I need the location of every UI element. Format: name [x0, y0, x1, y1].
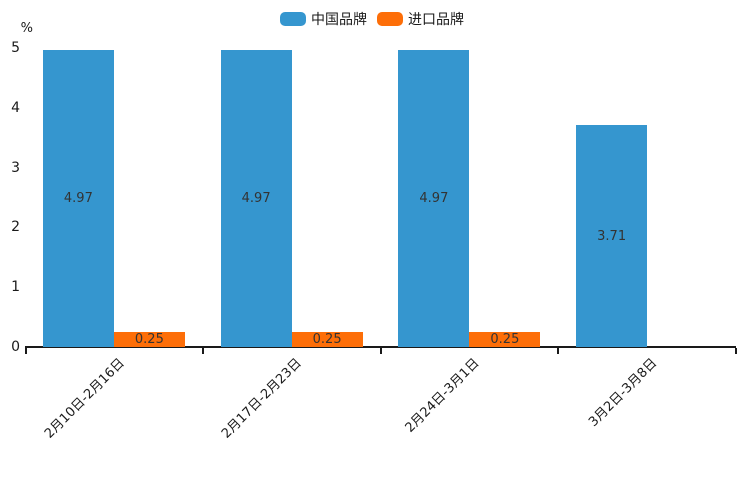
x-axis-category-label: 2月24日-3月1日	[402, 355, 483, 436]
x-axis-category-label: 2月17日-2月23日	[219, 355, 306, 442]
y-axis-tick-label: 1	[11, 279, 20, 296]
x-axis-tick	[201, 348, 204, 354]
bar-import-brand	[469, 332, 541, 347]
y-axis-tick-label: 2	[11, 219, 20, 236]
legend-swatch-icon	[280, 12, 306, 26]
x-axis-tick	[557, 348, 560, 354]
y-axis-tick-label: 3	[11, 159, 20, 176]
y-axis-unit-label: %	[20, 21, 33, 36]
bar-import-brand	[113, 332, 185, 347]
bar-china-brand	[576, 125, 648, 347]
x-axis-tick	[735, 348, 737, 354]
legend-swatch-icon	[377, 12, 403, 26]
legend: 中国品牌 进口品牌	[0, 9, 744, 29]
bar-china-brand	[220, 49, 292, 347]
y-axis-tick-label: 4	[11, 99, 20, 116]
x-axis-category-label: 2月10日-2月16日	[41, 355, 128, 442]
x-axis-category-label: 3月2日-3月8日	[586, 355, 661, 430]
x-axis-tick	[25, 348, 27, 354]
y-axis-tick-label: 5	[11, 40, 20, 56]
legend-label: 进口品牌	[408, 12, 464, 28]
x-axis-line	[25, 346, 736, 348]
y-axis-tick-label: 0	[11, 339, 20, 355]
x-axis-tick	[379, 348, 382, 354]
bar-china-brand	[398, 49, 470, 347]
bar-china-brand	[42, 49, 114, 347]
legend-item-series-1[interactable]: 中国品牌	[280, 9, 367, 29]
legend-label: 中国品牌	[311, 12, 367, 28]
bar-import-brand	[291, 332, 363, 347]
legend-item-series-2[interactable]: 进口品牌	[377, 9, 464, 29]
